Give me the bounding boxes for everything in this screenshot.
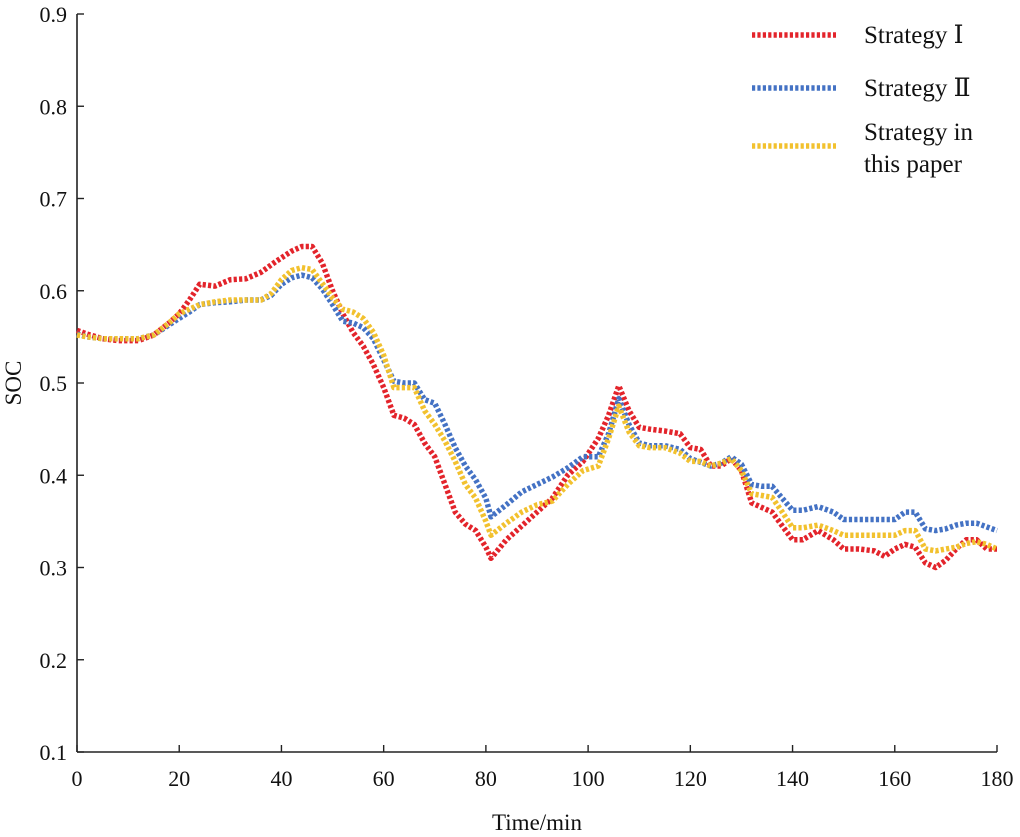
x-tick-label: 100 [572, 766, 605, 791]
x-tick-labels: 0 20 40 60 80 100 120 140 160 180 [72, 766, 1014, 791]
y-tick-labels: 0.1 0.2 0.3 0.4 0.5 0.6 0.7 0.8 0.9 [40, 2, 68, 765]
y-tick-label: 0.9 [40, 2, 68, 27]
y-axis-title: SOC [1, 361, 26, 406]
y-tick-label: 0.7 [40, 187, 68, 212]
y-tick-label: 0.2 [40, 648, 68, 673]
x-tick-label: 0 [72, 766, 83, 791]
x-tick-label: 60 [373, 766, 395, 791]
legend: Strategy Ⅰ Strategy Ⅱ Strategy in this pa… [752, 22, 974, 178]
x-tick-label: 40 [270, 766, 292, 791]
y-tick-label: 0.5 [40, 371, 68, 396]
x-tick-label: 120 [674, 766, 707, 791]
y-tick-label: 0.3 [40, 556, 68, 581]
legend-label-line: Strategy in [864, 119, 974, 146]
legend-label-strategy-2: Strategy Ⅱ [864, 75, 971, 102]
x-tick-label: 180 [981, 766, 1014, 791]
series-line-strategy-2 [76, 272, 998, 534]
x-tick-label: 140 [776, 766, 809, 791]
axes [76, 14, 997, 753]
x-tick-label: 80 [475, 766, 497, 791]
y-tick-label: 0.1 [40, 740, 68, 765]
legend-label-strategy-1: Strategy Ⅰ [864, 22, 963, 49]
series-layer [76, 243, 999, 571]
x-axis-title: Time/min [492, 810, 582, 835]
series-line-strategy-1 [76, 243, 997, 571]
series-line-strategy-paper [76, 264, 999, 554]
y-tick-label: 0.6 [40, 279, 68, 304]
x-tick-label: 20 [168, 766, 190, 791]
y-tick-label: 0.4 [40, 463, 68, 488]
legend-label-line: this paper [864, 151, 963, 178]
legend-label-strategy-paper: Strategy in this paper [864, 119, 974, 178]
x-tick-label: 160 [878, 766, 911, 791]
y-tick-label: 0.8 [40, 94, 68, 119]
tick-marks [76, 13, 998, 753]
